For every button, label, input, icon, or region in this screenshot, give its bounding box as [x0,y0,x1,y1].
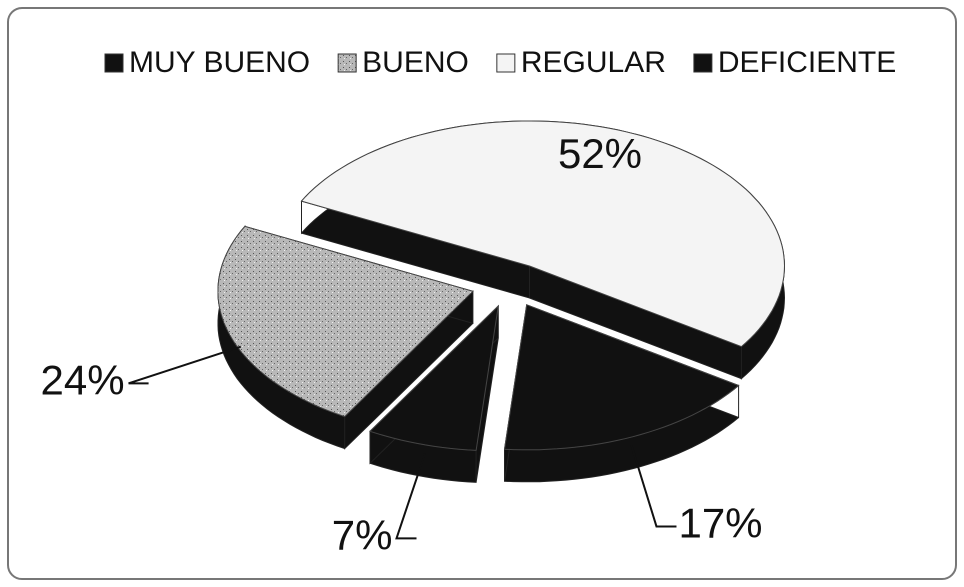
legend-label: REGULAR [521,46,666,79]
legend-label: DEFICIENTE [718,46,896,79]
slice [503,304,740,451]
legend-label: BUENO [362,46,469,79]
slice [300,120,786,348]
slice [217,225,474,418]
legend: MUY BUENO BUENO REGULAR DEFICIENTE [104,46,896,79]
slice [369,304,500,451]
leader-line [630,444,677,528]
data-label: 17% [678,500,762,547]
legend-swatch [693,53,713,73]
data-label: 7% [332,511,393,558]
pie: 7% 24% 52% 17% [41,120,786,558]
leader-line [128,345,242,385]
legend-swatch [337,53,357,73]
legend-label: MUY BUENO [129,46,310,79]
data-label: 52% [558,130,642,177]
data-label: 24% [41,356,125,403]
legend-swatch [496,53,516,73]
chart-frame [7,7,957,580]
legend-swatch [104,53,124,73]
leader-line [395,452,427,540]
